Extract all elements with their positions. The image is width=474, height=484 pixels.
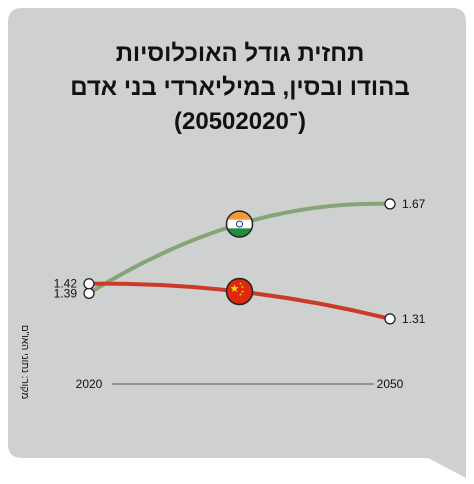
data-point-india-2050 [384,198,396,210]
marker-layer [83,198,396,325]
x-tick-label-2020: 2020 [76,377,103,391]
value-label-china-2050: 1.31 [402,312,426,326]
data-point-china-2020 [83,278,95,290]
x-tick-label-2050: 2050 [377,377,404,391]
icon-layer [225,210,254,306]
chart-title-line-2: בהודו ובסין, במיליארדי בני אדם [70,74,410,101]
chart-title-line-3: (2050־2020) [174,108,306,135]
source-note: מקור: נתוני האו"ם [19,325,30,400]
chart-background [8,8,466,478]
india-flag-icon [225,210,254,238]
china-flag-icon [225,277,254,306]
chart-title-line-1: תחזית גודל האוכלוסיות [116,40,365,67]
value-label-india-2020: 1.39 [54,286,78,300]
label-layer: 1.39 1.67 1.42 1.31 [54,197,426,326]
data-point-china-2050 [384,313,396,325]
data-point-india-2020 [83,287,95,299]
value-label-india-2050: 1.67 [402,197,426,211]
value-label-china-2020: 1.42 [54,277,78,291]
